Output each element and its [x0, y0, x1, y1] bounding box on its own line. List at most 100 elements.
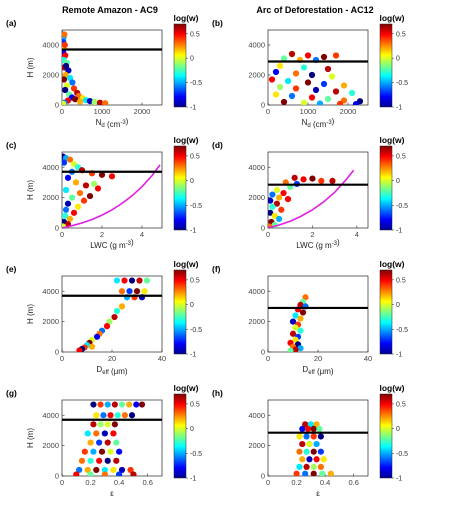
panel-label: (c): [6, 140, 17, 150]
data-point: [127, 466, 134, 474]
y-axis-label: H (m): [26, 57, 35, 77]
data-point: [319, 470, 326, 476]
data-point: [310, 433, 317, 440]
data-point: [320, 53, 328, 61]
panel-c: (c) 0 2 4 0 2000 4000 LWC (g m-3) H (m) log(w) 0.5…: [6, 135, 202, 250]
colorbar-tick-label: -1: [396, 228, 402, 235]
colorbar-tick-label: -0.5: [190, 203, 202, 210]
plot-area: [268, 169, 355, 228]
y-tick-label: 4000: [248, 411, 265, 420]
x-tick-label: 0: [60, 230, 64, 239]
data-point: [116, 448, 123, 455]
data-point: [76, 347, 83, 352]
data-point: [291, 174, 298, 181]
data-point: [110, 466, 117, 474]
y-tick-label: 2000: [248, 441, 265, 450]
data-point: [316, 100, 324, 105]
y-tick-label: 2000: [42, 71, 59, 80]
colorbar: [173, 269, 187, 355]
data-point: [97, 401, 104, 408]
x-tick-label: 0: [60, 354, 64, 363]
data-point: [126, 401, 133, 408]
data-point: [278, 206, 285, 213]
y-tick-label: 2000: [248, 71, 265, 80]
data-point: [317, 448, 324, 455]
data-point: [299, 425, 306, 432]
data-point: [101, 471, 108, 476]
data-point: [82, 182, 90, 189]
x-tick-label: 40: [364, 354, 372, 363]
data-point: [69, 79, 76, 86]
column-title-right: Arc of Deforestation - AC12: [256, 5, 373, 15]
data-point: [104, 457, 111, 464]
data-point: [98, 171, 106, 178]
plot-area: [76, 277, 151, 352]
data-point: [101, 430, 108, 437]
colorbar-tick-label: -1: [396, 476, 402, 483]
data-point: [318, 177, 325, 184]
panel-label: (f): [212, 264, 221, 274]
data-point: [297, 327, 304, 334]
y-tick-label: 0: [55, 101, 59, 110]
data-point: [62, 186, 70, 194]
data-point: [317, 433, 324, 440]
data-point: [297, 315, 304, 322]
data-point: [306, 456, 313, 463]
data-point: [141, 288, 148, 295]
x-axis-label: Deff (μm): [96, 365, 128, 376]
data-point: [296, 433, 303, 440]
data-point: [72, 179, 80, 186]
colorbar-tick-label: -0.5: [190, 451, 202, 458]
data-point: [143, 277, 151, 284]
data-point: [110, 430, 117, 437]
colorbar: [379, 269, 393, 355]
panel-label: (g): [6, 388, 17, 398]
plot-area: [73, 401, 146, 476]
y-tick-label: 0: [261, 348, 265, 357]
data-point: [64, 174, 72, 181]
data-point: [300, 176, 307, 183]
data-point: [108, 173, 116, 180]
data-point: [268, 197, 274, 204]
colorbar-tick-label: 0: [396, 426, 400, 433]
data-point: [324, 95, 332, 103]
data-point: [288, 92, 296, 100]
data-point: [312, 86, 320, 94]
y-tick-label: 4000: [42, 41, 59, 50]
colorbar-tick-label: 0: [190, 178, 194, 185]
colorbar-title: log(w): [379, 383, 404, 393]
data-point: [308, 94, 316, 101]
plot-area: [268, 50, 364, 105]
y-axis-label: H (m): [26, 180, 35, 200]
data-point: [313, 456, 320, 463]
data-point: [128, 412, 136, 419]
colorbar-tick-label: -0.5: [396, 203, 408, 210]
data-point: [289, 330, 297, 337]
data-point: [62, 212, 69, 219]
data-point: [284, 77, 292, 85]
data-point: [121, 412, 128, 419]
data-point: [62, 100, 67, 105]
data-point: [329, 177, 336, 184]
colorbar-title: log(w): [173, 259, 198, 269]
data-point: [62, 76, 68, 83]
data-point: [72, 96, 79, 103]
data-point: [104, 421, 111, 428]
colorbar-tick-label: 0: [190, 302, 194, 309]
y-tick-label: 2000: [248, 317, 265, 326]
colorbar: [173, 145, 187, 231]
colorbar-title: log(w): [379, 259, 404, 269]
data-point: [289, 318, 297, 325]
colorbar-tick-label: 0: [190, 56, 194, 63]
colorbar-tick-label: -1: [190, 476, 196, 483]
data-point: [138, 401, 146, 408]
data-point: [90, 180, 98, 188]
data-point: [93, 333, 101, 340]
data-point: [310, 425, 317, 432]
colorbar-title: log(w): [173, 135, 198, 145]
data-point: [133, 401, 140, 408]
data-point: [292, 312, 299, 319]
data-point: [118, 288, 126, 295]
data-point: [93, 466, 100, 474]
